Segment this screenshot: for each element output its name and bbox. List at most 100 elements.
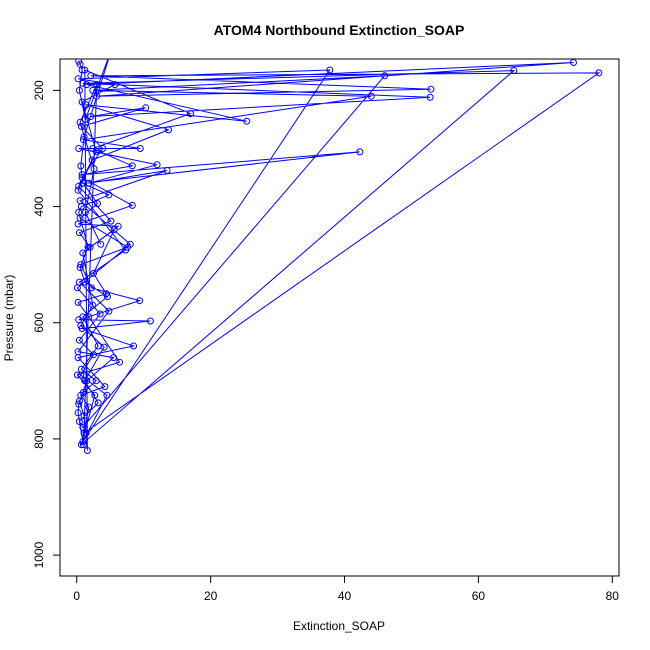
data-point — [99, 145, 107, 152]
data-point — [128, 162, 136, 170]
data-point — [79, 79, 87, 87]
data-point — [93, 81, 101, 89]
data-point — [75, 229, 83, 237]
data-point — [426, 93, 434, 101]
data-point — [356, 148, 364, 156]
data-point — [93, 92, 101, 100]
data-point — [73, 371, 81, 379]
data-point — [94, 200, 101, 208]
data-point — [76, 264, 84, 271]
y-tick-label: 800 — [32, 429, 46, 449]
data-point — [82, 429, 90, 437]
data-point — [90, 351, 97, 359]
x-axis-label: Extinction_SOAP — [293, 619, 385, 633]
data-point — [83, 81, 91, 89]
data-point — [75, 400, 83, 408]
data-point — [88, 284, 95, 292]
data-point — [77, 322, 85, 330]
data-point — [83, 377, 91, 385]
data-point — [101, 383, 109, 391]
y-axis-label: Pressure (mbar) — [2, 275, 16, 362]
data-point — [109, 47, 115, 53]
data-point — [103, 391, 111, 399]
data-point — [102, 290, 110, 298]
data-point — [77, 391, 85, 399]
x-tick-label: 60 — [472, 589, 486, 603]
data-point — [79, 438, 87, 446]
data-point — [94, 399, 102, 407]
data-point — [116, 358, 124, 366]
data-point — [128, 201, 136, 209]
data-point — [74, 220, 82, 228]
data-point — [88, 156, 96, 164]
data-point — [122, 246, 130, 254]
data-point — [75, 278, 83, 286]
x-tick-label: 40 — [338, 589, 352, 603]
data-point — [75, 336, 83, 344]
x-tick-label: 20 — [204, 589, 218, 603]
data-point — [91, 391, 99, 399]
data-point — [74, 298, 82, 306]
y-tick-label: 400 — [32, 196, 46, 216]
y-tick-label: 600 — [32, 312, 46, 332]
data-point — [84, 243, 92, 251]
data-point — [326, 66, 334, 74]
data-point — [74, 348, 82, 356]
data-point — [79, 136, 87, 144]
data-point — [105, 191, 113, 199]
data-point — [86, 243, 94, 251]
data-point — [81, 66, 89, 74]
data-point — [78, 66, 86, 74]
data-point — [85, 313, 93, 321]
data-point — [79, 423, 87, 431]
data-point — [510, 67, 518, 75]
data-point — [100, 343, 108, 351]
data-point — [595, 69, 603, 77]
data-point — [77, 261, 85, 269]
data-point — [87, 113, 95, 120]
data-point — [87, 72, 95, 80]
y-tick-label: 1000 — [32, 541, 46, 568]
series-line — [76, 59, 601, 451]
data-layer — [73, 47, 603, 454]
data-point — [77, 371, 85, 379]
x-tick-label: 0 — [73, 589, 80, 603]
data-point — [146, 317, 154, 325]
data-point — [79, 441, 87, 449]
data-point — [81, 115, 89, 123]
data-point — [90, 269, 97, 277]
data-point — [427, 85, 435, 93]
x-tick-label: 80 — [606, 589, 620, 603]
data-point — [81, 377, 89, 385]
data-point — [111, 81, 119, 89]
data-point — [74, 409, 82, 417]
data-point — [89, 86, 97, 94]
data-point — [105, 307, 113, 315]
data-point — [90, 165, 98, 173]
data-point — [243, 117, 251, 125]
data-point — [130, 342, 138, 350]
data-point — [78, 171, 86, 179]
data-point — [153, 161, 161, 169]
data-point — [163, 167, 171, 174]
data-point — [78, 174, 86, 181]
data-point — [126, 240, 134, 248]
data-point — [76, 197, 84, 205]
data-point — [97, 240, 105, 248]
data-point — [89, 301, 97, 309]
data-point — [92, 377, 100, 385]
data-point — [85, 179, 93, 187]
data-point — [142, 104, 150, 112]
data-point — [75, 145, 83, 152]
data-point — [187, 110, 194, 118]
data-point — [77, 122, 85, 130]
data-point — [165, 126, 172, 134]
data-point — [92, 147, 100, 155]
data-point — [75, 182, 83, 190]
data-point — [76, 118, 84, 126]
data-point — [75, 316, 83, 324]
data-point — [78, 98, 86, 106]
data-point — [85, 403, 93, 411]
y-axis: 200 400 600 800 1000 — [32, 80, 61, 568]
